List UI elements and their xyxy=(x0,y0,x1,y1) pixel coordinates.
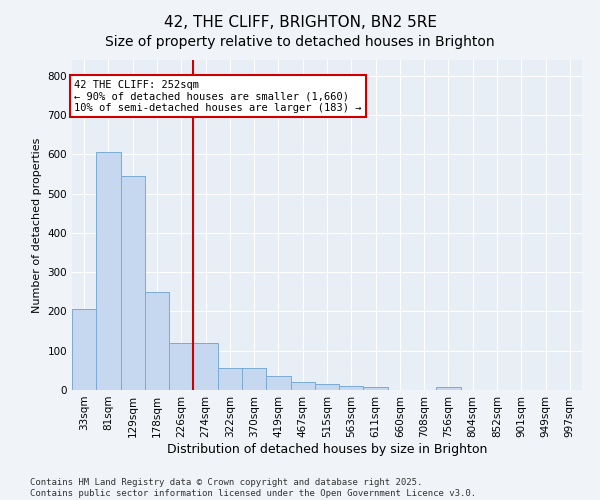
Bar xyxy=(290,382,315,390)
Bar xyxy=(218,368,242,390)
Bar xyxy=(145,292,169,390)
Text: 42 THE CLIFF: 252sqm
← 90% of detached houses are smaller (1,660)
10% of semi-de: 42 THE CLIFF: 252sqm ← 90% of detached h… xyxy=(74,80,362,113)
Y-axis label: Number of detached properties: Number of detached properties xyxy=(32,138,42,312)
X-axis label: Distribution of detached houses by size in Brighton: Distribution of detached houses by size … xyxy=(167,442,487,456)
Bar xyxy=(436,387,461,390)
Bar xyxy=(193,343,218,390)
Text: 42, THE CLIFF, BRIGHTON, BN2 5RE: 42, THE CLIFF, BRIGHTON, BN2 5RE xyxy=(163,15,437,30)
Bar xyxy=(339,386,364,390)
Bar xyxy=(72,310,96,390)
Bar xyxy=(315,384,339,390)
Bar xyxy=(121,176,145,390)
Bar xyxy=(96,152,121,390)
Text: Contains HM Land Registry data © Crown copyright and database right 2025.
Contai: Contains HM Land Registry data © Crown c… xyxy=(30,478,476,498)
Bar xyxy=(266,376,290,390)
Bar xyxy=(169,343,193,390)
Bar xyxy=(364,387,388,390)
Bar xyxy=(242,368,266,390)
Text: Size of property relative to detached houses in Brighton: Size of property relative to detached ho… xyxy=(105,35,495,49)
